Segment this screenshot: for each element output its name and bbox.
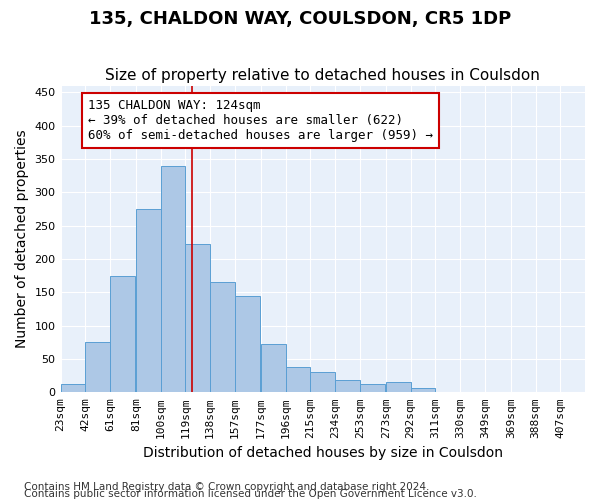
Bar [110,276,135,392]
Bar [235,296,260,392]
Bar [261,344,286,393]
Bar [185,244,210,392]
Bar [360,384,385,392]
Bar [161,166,185,392]
Bar [85,342,110,392]
Bar [286,367,310,392]
Bar [386,382,410,392]
X-axis label: Distribution of detached houses by size in Coulsdon: Distribution of detached houses by size … [143,446,503,460]
Text: 135 CHALDON WAY: 124sqm
← 39% of detached houses are smaller (622)
60% of semi-d: 135 CHALDON WAY: 124sqm ← 39% of detache… [88,99,433,142]
Bar [310,372,335,392]
Text: Contains HM Land Registry data © Crown copyright and database right 2024.: Contains HM Land Registry data © Crown c… [24,482,430,492]
Y-axis label: Number of detached properties: Number of detached properties [15,130,29,348]
Bar [210,282,235,393]
Text: 135, CHALDON WAY, COULSDON, CR5 1DP: 135, CHALDON WAY, COULSDON, CR5 1DP [89,10,511,28]
Bar [335,380,360,392]
Title: Size of property relative to detached houses in Coulsdon: Size of property relative to detached ho… [106,68,540,83]
Bar [136,209,161,392]
Bar [61,384,85,392]
Text: Contains public sector information licensed under the Open Government Licence v3: Contains public sector information licen… [24,489,477,499]
Bar [410,388,436,392]
